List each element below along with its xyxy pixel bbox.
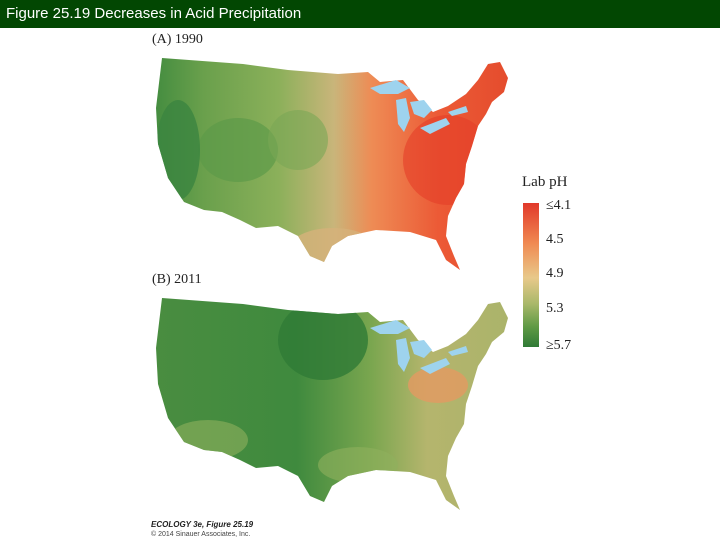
map-1990-fill (156, 58, 508, 270)
legend-tick-5: ≥5.7 (546, 338, 572, 353)
legend-tick-3: 4.9 (546, 266, 564, 281)
map-2011 (156, 298, 508, 510)
panel-a-label: (A) 1990 (152, 32, 203, 47)
panel-b-label: (B) 2011 (152, 272, 202, 287)
legend-tick-1: ≤4.1 (546, 198, 572, 213)
map-2011-lakes (370, 320, 468, 374)
credit-line: ECOLOGY 3e, Figure 25.19 (151, 520, 254, 529)
map-1990 (156, 58, 508, 270)
legend-color-bar (523, 203, 539, 347)
map-2011-fill (156, 298, 508, 510)
copyright-line: © 2014 Sinauer Associates, Inc. (151, 531, 251, 538)
slide-title: Figure 25.19 Decreases in Acid Precipita… (6, 5, 302, 22)
legend-title: Lab pH (522, 174, 568, 190)
title-bar: Figure 25.19 Decreases in Acid Precipita… (0, 0, 720, 28)
map-1990-lakes (370, 80, 468, 134)
legend-tick-2: 4.5 (546, 232, 564, 247)
legend-tick-4: 5.3 (546, 301, 564, 316)
